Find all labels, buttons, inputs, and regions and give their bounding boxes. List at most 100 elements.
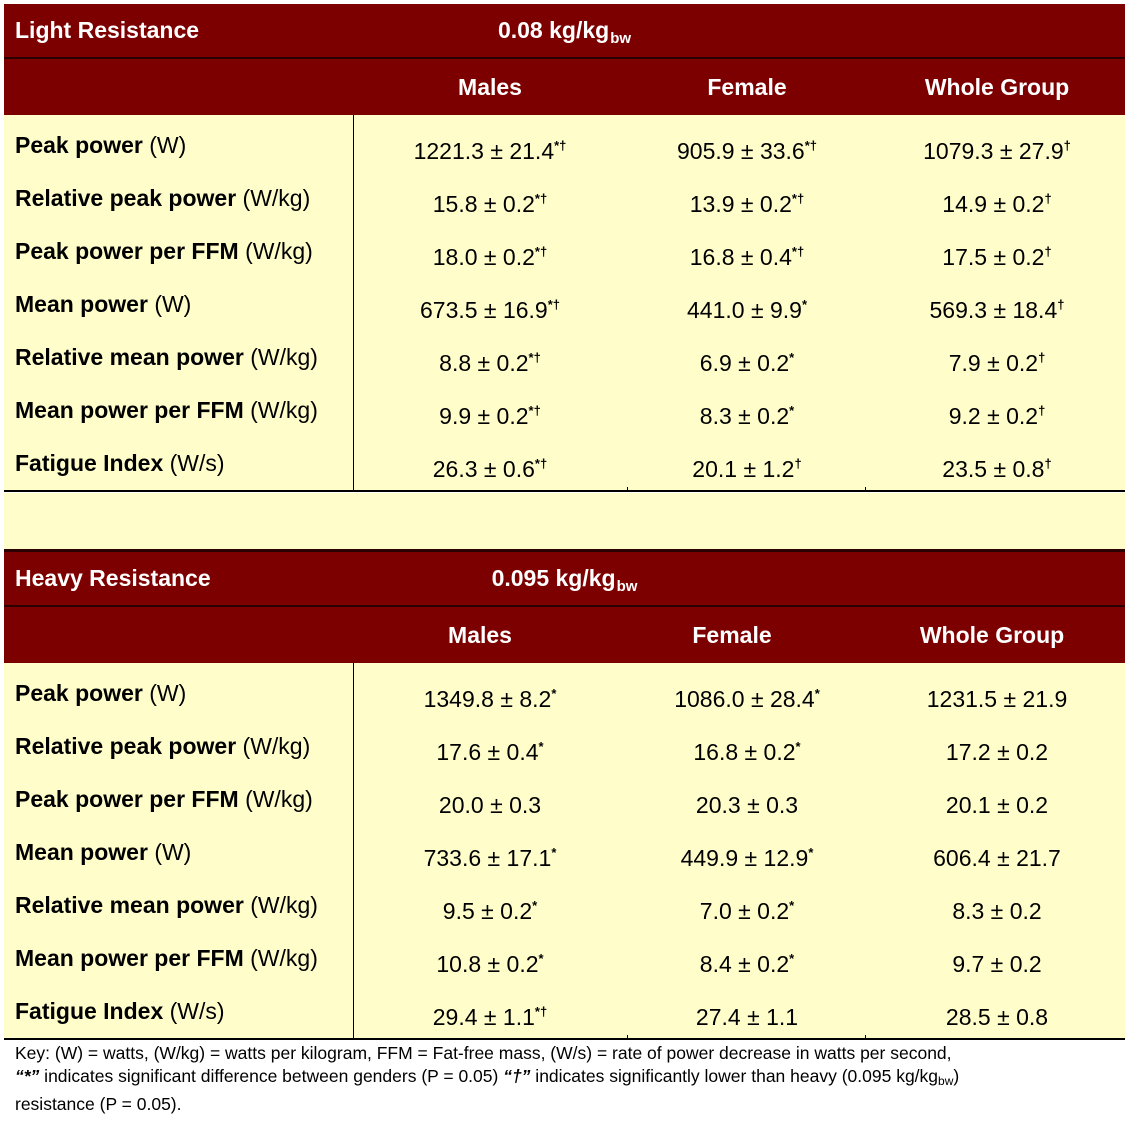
value-cell: 441.0 ± 9.9* bbox=[622, 278, 872, 337]
measure-unit: (W/kg) bbox=[245, 238, 313, 264]
value-cell: 1086.0 ± 28.4* bbox=[622, 667, 872, 726]
cell-value: 1086.0 ± 28.4 bbox=[674, 686, 815, 712]
column-header-row: Males Female Whole Group bbox=[4, 59, 1125, 115]
value-cell: 606.4 ± 21.7 bbox=[872, 826, 1122, 885]
column-divider bbox=[627, 487, 628, 490]
table-title: Heavy Resistance bbox=[15, 565, 211, 591]
measure-name: Fatigue Index bbox=[15, 450, 164, 476]
cell-value: 569.3 ± 18.4 bbox=[929, 297, 1058, 323]
cell-value: 18.0 ± 0.2 bbox=[432, 244, 535, 270]
cell-value: 13.9 ± 0.2 bbox=[689, 191, 792, 217]
table-row: Peak power (W) 1349.8 ± 8.2* 1086.0 ± 28.4… bbox=[4, 667, 1125, 720]
dagger-end: ) bbox=[953, 1066, 960, 1086]
measure-name: Mean power per FFM bbox=[15, 397, 244, 423]
cell-value: 8.8 ± 0.2 bbox=[439, 350, 529, 376]
cell-value: 7.9 ± 0.2 bbox=[948, 350, 1039, 376]
table-row: Fatigue Index (W/s) 29.4 ± 1.1*† 27.4 ± 1.… bbox=[4, 985, 1125, 1038]
value-cell: 7.0 ± 0.2* bbox=[622, 879, 872, 938]
measure-name: Peak power per FFM bbox=[15, 238, 239, 264]
row-label: Peak power per FFM (W/kg) bbox=[15, 225, 313, 278]
table-key-note: Key: (W) = watts, (W/kg) = watts per kil… bbox=[15, 1042, 1125, 1116]
table-row: Peak power (W) 1221.3 ± 21.4*† 905.9 ± 33.… bbox=[4, 119, 1125, 172]
row-label: Relative peak power (W/kg) bbox=[15, 172, 310, 225]
significance-marker: † bbox=[1038, 350, 1046, 365]
cell-value: 14.9 ± 0.2 bbox=[942, 191, 1045, 217]
table-row: Relative mean power (W/kg) 8.8 ± 0.2*† 6.9… bbox=[4, 331, 1125, 384]
cell-value: 17.5 ± 0.2 bbox=[942, 244, 1045, 270]
cell-value: 20.1 ± 0.2 bbox=[945, 792, 1049, 818]
significance-marker: † bbox=[1063, 138, 1071, 153]
cell-value: 9.5 ± 0.2 bbox=[442, 898, 533, 924]
dagger-explanation: indicates significantly lower than heavy… bbox=[530, 1066, 939, 1086]
cell-value: 733.6 ± 17.1 bbox=[423, 845, 552, 871]
load-value-subscript: bw bbox=[610, 30, 632, 47]
table-body bbox=[4, 663, 1125, 1038]
table-row: Mean power per FFM (W/kg) 9.9 ± 0.2*† 8.3 … bbox=[4, 384, 1125, 437]
table-row: Peak power per FFM (W/kg) 20.0 ± 0.3 20.3 … bbox=[4, 773, 1125, 826]
spacer-bottom-line bbox=[4, 549, 1125, 552]
significance-marker: * bbox=[801, 297, 807, 312]
significance-marker: *† bbox=[547, 297, 561, 312]
significance-marker: *† bbox=[528, 403, 541, 418]
significance-marker: † bbox=[1044, 244, 1052, 259]
row-label: Relative mean power (W/kg) bbox=[15, 331, 318, 384]
value-cell: 9.5 ± 0.2* bbox=[365, 879, 615, 938]
table-title: Light Resistance bbox=[15, 17, 200, 43]
star-explanation: indicates significant difference between… bbox=[39, 1066, 504, 1086]
table-spacer bbox=[4, 493, 1125, 549]
key-line-2: “*” indicates significant difference bet… bbox=[15, 1065, 1125, 1093]
value-cell: 8.3 ± 0.2 bbox=[872, 879, 1122, 938]
cell-value: 8.4 ± 0.2 bbox=[699, 951, 790, 977]
key-line-1: Key: (W) = watts, (W/kg) = watts per kil… bbox=[15, 1043, 952, 1063]
value-cell: 20.3 ± 0.3 bbox=[622, 773, 872, 832]
value-cell: 15.8 ± 0.2*† bbox=[365, 172, 615, 231]
column-header: Males bbox=[458, 74, 522, 100]
light-resistance-table: Light Resistance 0.08 kg/kgbw Males Female W… bbox=[4, 4, 1125, 492]
key-line-3: resistance (P = 0.05). bbox=[15, 1094, 182, 1114]
measure-unit: (W/kg) bbox=[250, 344, 318, 370]
value-cell: 569.3 ± 18.4† bbox=[872, 278, 1122, 337]
significance-marker: *† bbox=[528, 350, 541, 365]
measure-unit: (W/kg) bbox=[250, 945, 318, 971]
significance-marker: * bbox=[814, 686, 820, 701]
table-row: Mean power per FFM (W/kg) 10.8 ± 0.2* 8.4 … bbox=[4, 932, 1125, 985]
row-label: Relative mean power (W/kg) bbox=[15, 879, 318, 932]
significance-marker: * bbox=[538, 739, 544, 754]
value-cell: 17.6 ± 0.4* bbox=[365, 720, 615, 779]
column-header-row: Males Female Whole Group bbox=[4, 607, 1125, 663]
row-label: Mean power (W) bbox=[15, 278, 191, 331]
cell-value: 27.4 ± 1.1 bbox=[695, 1004, 799, 1030]
cell-value: 8.3 ± 0.2 bbox=[952, 898, 1042, 924]
cell-value: 17.2 ± 0.2 bbox=[945, 739, 1049, 765]
value-cell: 1079.3 ± 27.9† bbox=[872, 119, 1122, 178]
measure-unit: (W) bbox=[149, 680, 187, 706]
column-header: Whole Group bbox=[919, 622, 1065, 648]
column-header: Female bbox=[692, 622, 772, 648]
value-cell: 673.5 ± 16.9*† bbox=[365, 278, 615, 337]
value-cell: 7.9 ± 0.2† bbox=[872, 331, 1122, 390]
cell-value: 17.6 ± 0.4 bbox=[436, 739, 539, 765]
cell-value: 9.9 ± 0.2 bbox=[439, 403, 529, 429]
cell-value: 1079.3 ± 27.9 bbox=[923, 138, 1064, 164]
value-cell: 733.6 ± 17.1* bbox=[365, 826, 615, 885]
significance-marker: *† bbox=[791, 244, 805, 259]
measure-name: Mean power per FFM bbox=[15, 945, 244, 971]
value-cell: 9.2 ± 0.2† bbox=[872, 384, 1122, 443]
cell-value: 606.4 ± 21.7 bbox=[933, 845, 1061, 871]
significance-marker: † bbox=[794, 456, 802, 471]
cell-value: 23.5 ± 0.8 bbox=[942, 456, 1045, 482]
value-cell: 1231.5 ± 21.9 bbox=[872, 667, 1122, 726]
significance-marker: * bbox=[789, 951, 795, 966]
column-divider bbox=[865, 487, 866, 490]
column-divider bbox=[865, 1035, 866, 1038]
cell-value: 16.8 ± 0.4 bbox=[689, 244, 792, 270]
significance-marker: * bbox=[789, 403, 795, 418]
value-cell: 13.9 ± 0.2*† bbox=[622, 172, 872, 231]
value-cell: 17.2 ± 0.2 bbox=[872, 720, 1122, 779]
value-cell: 8.3 ± 0.2* bbox=[622, 384, 872, 443]
load-value-subscript: bw bbox=[616, 578, 638, 595]
value-cell: 28.5 ± 0.8 bbox=[872, 985, 1122, 1044]
value-cell: 23.5 ± 0.8† bbox=[872, 437, 1122, 496]
cell-value: 29.4 ± 1.1 bbox=[432, 1004, 535, 1030]
measure-unit: (W/kg) bbox=[245, 786, 313, 812]
